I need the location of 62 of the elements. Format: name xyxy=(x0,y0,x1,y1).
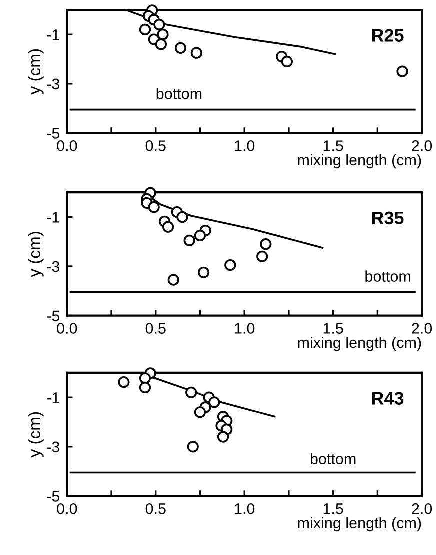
point xyxy=(396,66,408,78)
y-tick-label: -3 xyxy=(47,261,60,272)
point xyxy=(281,56,293,68)
point xyxy=(118,376,130,388)
point xyxy=(139,24,152,36)
point xyxy=(157,28,169,40)
point xyxy=(198,266,210,278)
point xyxy=(168,274,180,286)
x-tick-label: 0.0 xyxy=(57,140,78,152)
x-tick-label: 2.0 xyxy=(412,323,432,334)
point xyxy=(187,441,199,453)
ref-line-label: bottom xyxy=(366,270,410,282)
point xyxy=(256,250,268,262)
y-tick-label: -3 xyxy=(47,442,60,453)
point xyxy=(208,396,220,408)
point xyxy=(139,372,152,384)
point xyxy=(174,42,187,54)
point xyxy=(148,202,160,214)
point xyxy=(155,38,168,50)
x-axis-title: mixing length (cm) xyxy=(298,517,422,532)
point xyxy=(224,259,236,272)
ref-line-label: bottom xyxy=(310,453,356,465)
x-tick-label: 0.5 xyxy=(146,323,166,334)
x-tick-label: 1.0 xyxy=(235,140,255,152)
x-tick-label: 1.5 xyxy=(324,323,344,334)
annotation: R43 xyxy=(372,392,404,405)
x-axis-title: mixing length (cm) xyxy=(298,336,422,352)
y-tick-label: -1 xyxy=(47,212,60,223)
y-axis-title: y (cm) xyxy=(28,412,44,458)
point xyxy=(154,18,166,31)
point xyxy=(217,431,230,443)
point xyxy=(176,211,188,224)
x-tick-label: 0.0 xyxy=(57,504,78,514)
point xyxy=(260,238,272,250)
annotation: R25 xyxy=(372,29,404,42)
annotation: R35 xyxy=(372,212,404,225)
point xyxy=(194,406,206,418)
x-tick-label: 0.0 xyxy=(57,323,78,334)
point xyxy=(186,386,198,398)
y-tick-label: -5 xyxy=(47,310,60,322)
y-tick-label: -5 xyxy=(47,491,60,502)
y-tick-label: -1 xyxy=(47,392,60,404)
point xyxy=(139,382,152,394)
point xyxy=(194,230,206,242)
point xyxy=(162,221,174,233)
x-axis-title: mixing length (cm) xyxy=(298,154,422,169)
y-tick-label: -1 xyxy=(47,30,60,40)
x-tick-label: 1.0 xyxy=(235,504,255,514)
x-tick-label: 0.5 xyxy=(146,504,166,514)
x-tick-label: 1.5 xyxy=(324,140,344,152)
y-axis-title: y (cm) xyxy=(28,232,44,278)
x-tick-label: 1.5 xyxy=(324,504,344,514)
x-tick-label: 2.0 xyxy=(412,504,432,514)
x-tick-label: 1.0 xyxy=(235,323,255,334)
y-tick-label: -5 xyxy=(47,128,60,139)
x-tick-label: 2.0 xyxy=(412,140,432,152)
ref-line-label: bottom xyxy=(156,88,202,100)
point xyxy=(184,234,196,246)
y-axis-title: y (cm) xyxy=(28,49,44,95)
x-tick-label: 0.5 xyxy=(146,140,166,152)
point xyxy=(190,47,202,59)
y-tick-label: -3 xyxy=(47,78,60,90)
